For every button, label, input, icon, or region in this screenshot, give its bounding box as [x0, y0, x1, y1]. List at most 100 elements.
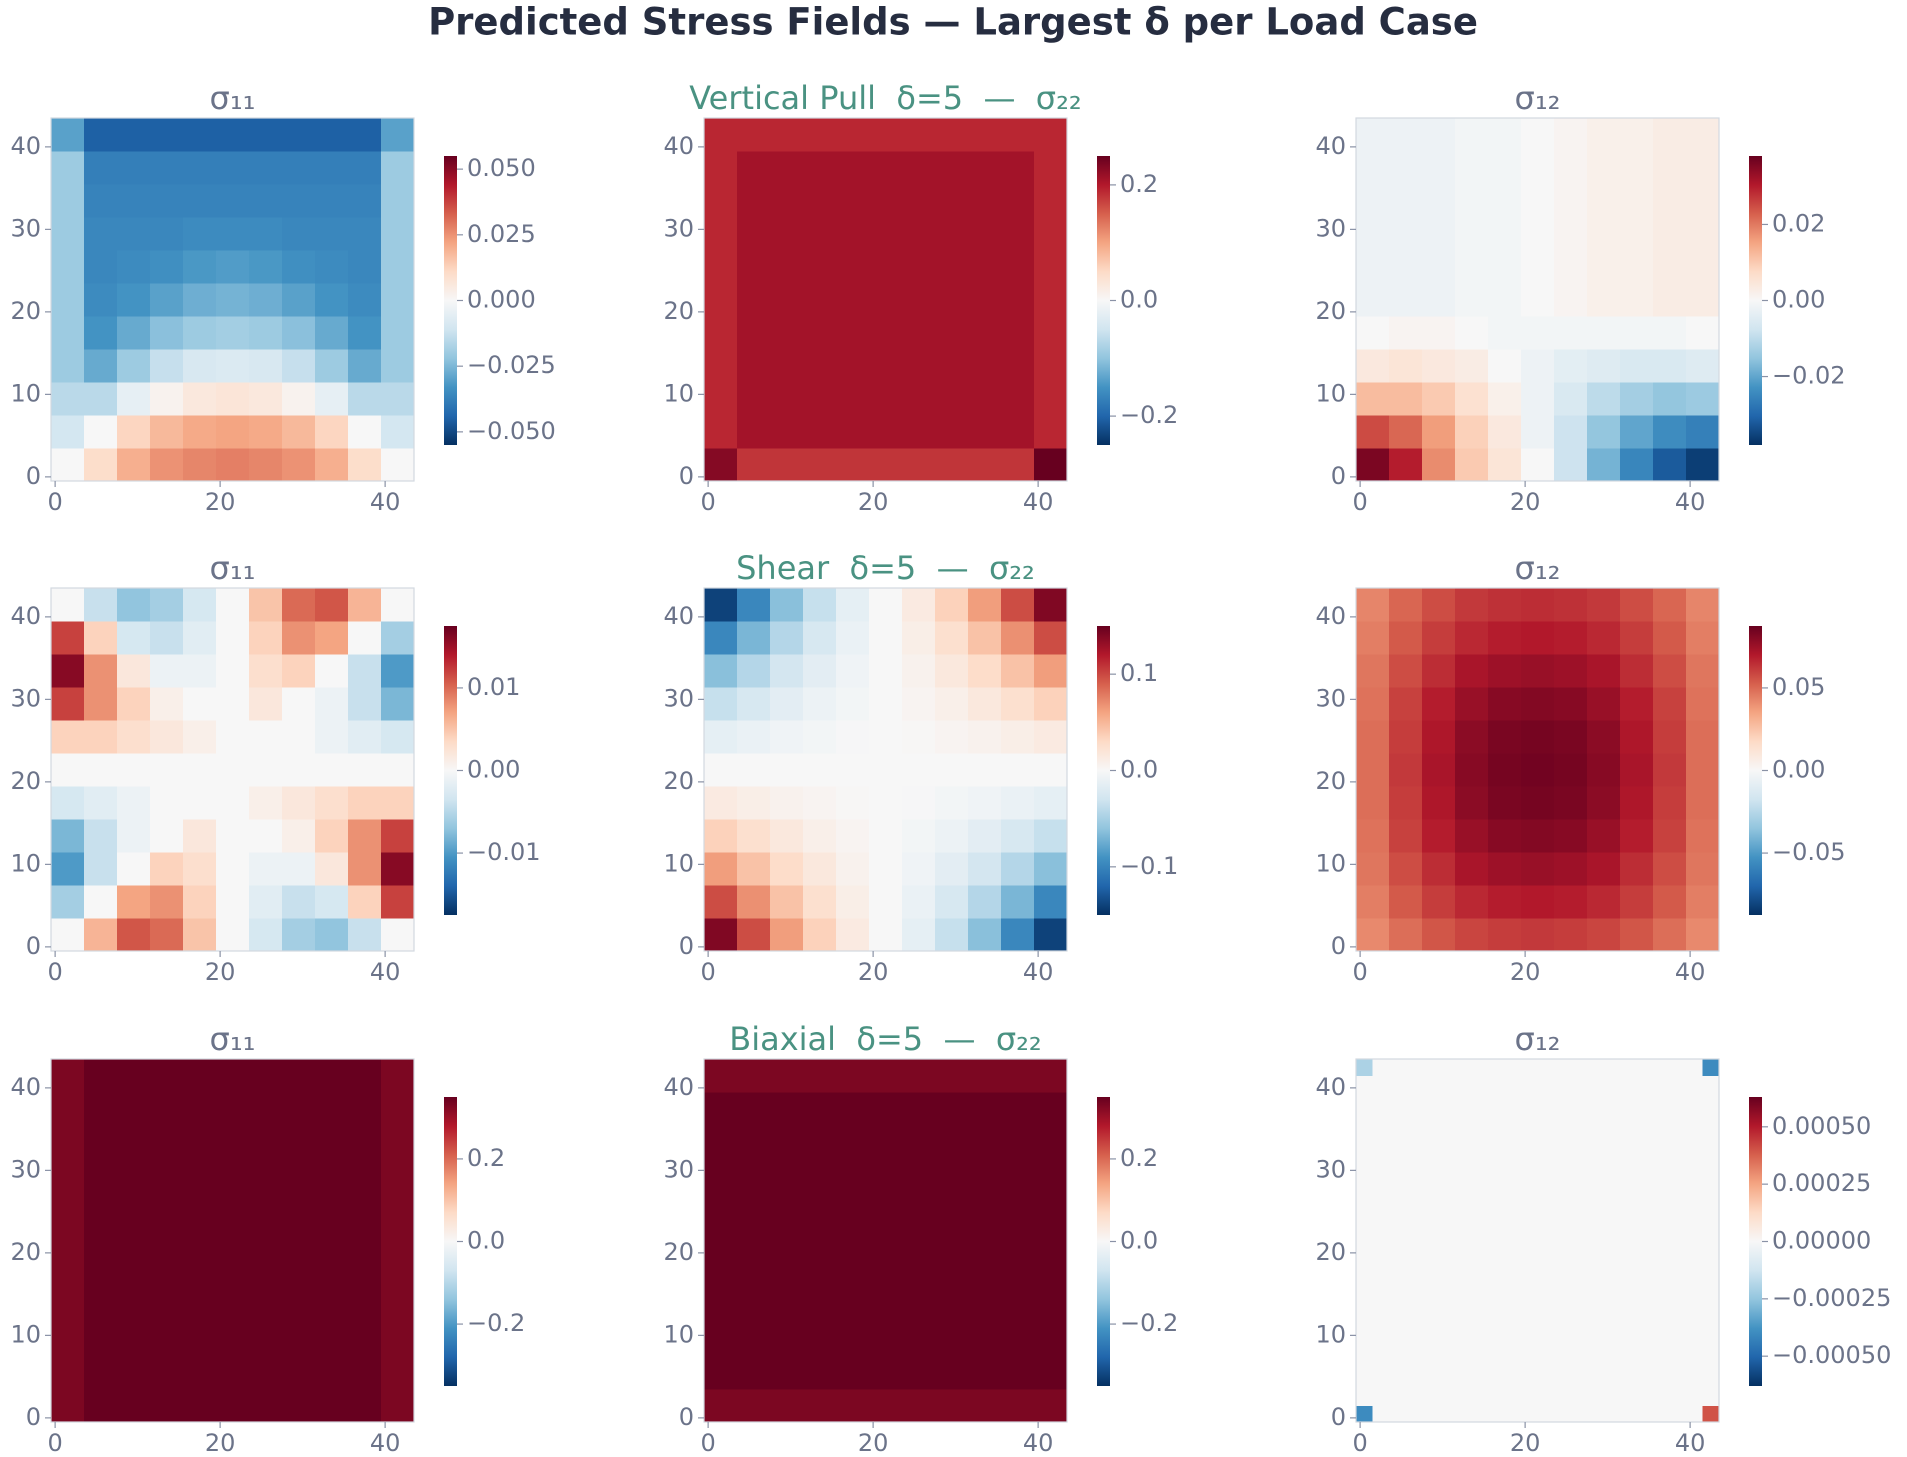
heat-cell: [869, 1059, 903, 1093]
heat-cell: [1636, 1306, 1654, 1324]
heat-cell: [1356, 1356, 1374, 1374]
colorbar-tick-label: 0.0: [467, 1227, 505, 1255]
heat-cell: [1653, 753, 1687, 787]
heat-cell: [1570, 1273, 1588, 1291]
heat-cell: [1653, 1257, 1671, 1275]
heat-cell: [803, 1092, 837, 1126]
heat-cell: [1636, 1240, 1654, 1258]
heat-cell: [1587, 918, 1621, 952]
heat-cell: [1702, 1389, 1720, 1407]
heat-cell: [902, 1356, 936, 1390]
heat-cell: [1438, 1191, 1456, 1209]
heat-cell: [183, 1257, 217, 1291]
heat-cell: [1422, 1405, 1440, 1423]
heat-cell: [737, 151, 771, 185]
heat-cell: [1488, 654, 1522, 688]
heat-cell: [282, 184, 316, 218]
heat-cell: [836, 1158, 870, 1192]
heat-cell: [1570, 1323, 1588, 1341]
heat-cell: [836, 1059, 870, 1093]
heat-cell: [1702, 1356, 1720, 1374]
heat-cell: [1653, 1339, 1671, 1357]
heat-cell: [1389, 217, 1423, 251]
heat-cell: [1521, 1273, 1539, 1291]
heat-cell: [737, 448, 771, 482]
heat-cell: [348, 1158, 382, 1192]
heat-cell: [1356, 621, 1390, 655]
heat-cell: [1504, 1108, 1522, 1126]
heat-cell: [1504, 1125, 1522, 1143]
heat-cell: [1488, 588, 1522, 622]
heat-cell: [216, 1191, 250, 1225]
heat-cell: [1488, 1306, 1506, 1324]
heat-cell: [1554, 349, 1588, 383]
heat-cell: [1389, 1191, 1407, 1209]
heat-cell: [1455, 250, 1489, 284]
heat-cell: [51, 588, 85, 622]
heat-cell: [1471, 1108, 1489, 1126]
heat-cell: [770, 687, 804, 721]
heat-cell: [1653, 1356, 1671, 1374]
heat-cell: [869, 885, 903, 919]
y-tick-label: 0: [1331, 932, 1346, 960]
heat-cell: [1686, 1207, 1704, 1225]
colorbar: [444, 1097, 457, 1386]
heat-cell: [1504, 1306, 1522, 1324]
heat-cell: [117, 621, 151, 655]
heat-cell: [1356, 1224, 1374, 1242]
heat-cell: [1686, 1108, 1704, 1126]
heat-cell: [183, 885, 217, 919]
y-tick-label: 20: [663, 297, 694, 325]
heat-cell: [1356, 753, 1390, 787]
heat-cell: [1653, 885, 1687, 919]
heat-cell: [1422, 1075, 1440, 1093]
heat-cell: [869, 588, 903, 622]
y-tick-label: 10: [663, 379, 694, 407]
heat-cell: [315, 1323, 349, 1357]
heat-cell: [216, 621, 250, 655]
heat-cell: [1438, 1257, 1456, 1275]
heat-cell: [1405, 1125, 1423, 1143]
heat-cell: [1686, 1059, 1704, 1077]
heat-cell: [1653, 852, 1687, 886]
heat-cell: [1455, 1405, 1473, 1423]
heat-cell: [183, 250, 217, 284]
heat-cell: [968, 753, 1002, 787]
heat-cell: [1356, 1075, 1374, 1093]
heat-cell: [770, 1191, 804, 1225]
heat-cell: [183, 349, 217, 383]
heat-cell: [84, 250, 118, 284]
heat-cell: [1686, 184, 1720, 218]
heat-cell: [183, 621, 217, 655]
heat-cell: [150, 918, 184, 952]
heat-cell: [1521, 1389, 1539, 1407]
heat-cell: [1504, 1405, 1522, 1423]
colorbar-tick-label: 0.2: [1120, 1144, 1158, 1172]
heat-cell: [216, 1389, 250, 1423]
heat-cell: [1389, 1125, 1407, 1143]
heat-cell: [84, 1323, 118, 1357]
heat-cell: [216, 1356, 250, 1390]
heat-cell: [902, 852, 936, 886]
colorbar-tick-label: 0.01: [467, 673, 520, 701]
heat-cell: [1587, 1323, 1605, 1341]
heat-cell: [1455, 819, 1489, 853]
heat-cell: [1455, 720, 1489, 754]
heat-cell: [1389, 349, 1423, 383]
y-tick-label: 10: [1315, 849, 1346, 877]
heat-cell: [1521, 118, 1555, 152]
heat-cell: [770, 415, 804, 449]
heat-cell: [1488, 720, 1522, 754]
heat-cell: [737, 382, 771, 416]
heat-cell: [1405, 1306, 1423, 1324]
heat-cell: [1488, 819, 1522, 853]
heat-cell: [249, 1092, 283, 1126]
heat-cell: [282, 1389, 316, 1423]
heat-cell: [315, 1059, 349, 1093]
heat-cell: [1422, 382, 1456, 416]
heat-cell: [84, 852, 118, 886]
heat-cell: [1488, 382, 1522, 416]
heat-cell: [249, 720, 283, 754]
heat-cell: [1455, 753, 1489, 787]
heat-cell: [1537, 1290, 1555, 1308]
